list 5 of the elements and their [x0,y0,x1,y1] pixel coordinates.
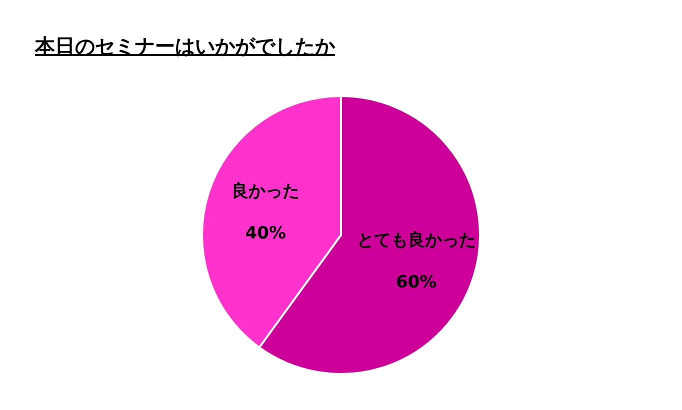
slice-label: とても良かった [356,230,476,250]
data-label: 40% [245,224,286,244]
data-label: 60% [396,272,437,292]
slice-label: 良かった [232,182,300,202]
chart-title: 本日のセミナーはいかがでしたか [34,34,336,58]
